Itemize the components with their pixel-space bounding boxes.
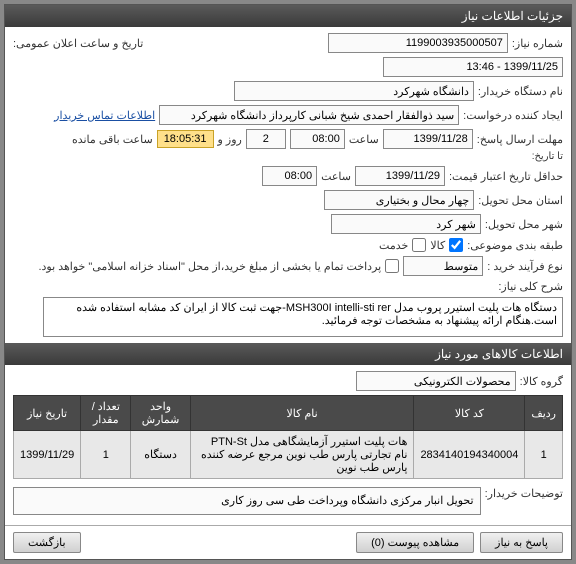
back-button[interactable]: بازگشت xyxy=(13,532,81,553)
footer-bar: پاسخ به نیاز مشاهده پیوست (0) بازگشت xyxy=(5,525,571,559)
days-field[interactable] xyxy=(246,129,286,149)
goods-checkbox[interactable] xyxy=(449,238,463,252)
buyer-org-field[interactable] xyxy=(234,81,474,101)
col-row: ردیف xyxy=(525,396,563,431)
need-no-label: شماره نیاز: xyxy=(512,37,563,50)
time-label-1: ساعت xyxy=(349,133,379,146)
table-row[interactable]: 1 2834140194340004 هات پلیت استیرر آزمای… xyxy=(14,431,563,479)
reply-button[interactable]: پاسخ به نیاز xyxy=(480,532,563,553)
content-area: شماره نیاز: تاریخ و ساعت اعلان عمومی: نا… xyxy=(5,27,571,525)
buy-note: پرداخت تمام یا بخشی از مبلغ خرید،از محل … xyxy=(38,260,381,273)
city-field[interactable] xyxy=(331,214,481,234)
cell-qty: 1 xyxy=(81,431,131,479)
budget-label: طبقه بندی موضوعی: xyxy=(467,239,563,252)
service-label: خدمت xyxy=(379,239,408,252)
desc-textarea[interactable] xyxy=(43,297,563,337)
window-titlebar: جزئیات اطلاعات نیاز xyxy=(5,5,571,27)
buy-note-checkbox[interactable] xyxy=(385,259,399,273)
cell-code: 2834140194340004 xyxy=(414,431,525,479)
service-checkbox[interactable] xyxy=(412,238,426,252)
desc-label: شرح کلی نیاز: xyxy=(498,280,563,293)
creator-label: ایجاد کننده درخواست: xyxy=(463,109,563,122)
cell-name: هات پلیت استیرر آزمایشگاهی مدل PTN-St نا… xyxy=(190,431,414,479)
cell-row: 1 xyxy=(525,431,563,479)
creator-field[interactable] xyxy=(159,105,459,125)
attachments-button[interactable]: مشاهده پیوست (0) xyxy=(356,532,474,553)
buy-type-label: نوع فرآیند خرید : xyxy=(487,260,563,273)
cell-unit: دستگاه xyxy=(131,431,190,479)
items-table: ردیف کد کالا نام کالا واحد شمارش تعداد /… xyxy=(13,395,563,479)
province-label: استان محل تحویل: xyxy=(478,194,563,207)
announce-field[interactable] xyxy=(383,57,563,77)
announce-label: تاریخ و ساعت اعلان عمومی: xyxy=(13,37,143,50)
city-label: شهر محل تحویل: xyxy=(485,218,563,231)
deadline-time-field[interactable] xyxy=(290,129,345,149)
col-qty: تعداد / مقدار xyxy=(81,396,131,431)
deadline-label: مهلت ارسال پاسخ: xyxy=(477,133,563,146)
min-valid-date-field[interactable] xyxy=(355,166,445,186)
dialog-window: جزئیات اطلاعات نیاز شماره نیاز: تاریخ و … xyxy=(4,4,572,560)
min-valid-label: حداقل تاریخ اعتبار قیمت: xyxy=(449,170,563,183)
need-no-field[interactable] xyxy=(328,33,508,53)
col-date: تاریخ نیاز xyxy=(14,396,81,431)
col-name: نام کالا xyxy=(190,396,414,431)
col-unit: واحد شمارش xyxy=(131,396,190,431)
province-field[interactable] xyxy=(324,190,474,210)
window-title: جزئیات اطلاعات نیاز xyxy=(462,9,563,23)
deadline-date-field[interactable] xyxy=(383,129,473,149)
countdown-badge: 18:05:31 xyxy=(157,130,214,148)
buyer-notes-label: توضیحات خریدار: xyxy=(485,487,563,500)
time-label-2: ساعت xyxy=(321,170,351,183)
group-label: گروه کالا: xyxy=(520,375,563,388)
table-header-row: ردیف کد کالا نام کالا واحد شمارش تعداد /… xyxy=(14,396,563,431)
contact-link[interactable]: اطلاعات تماس خریدار xyxy=(54,109,155,122)
col-code: کد کالا xyxy=(414,396,525,431)
group-field[interactable] xyxy=(356,371,516,391)
buyer-org-label: نام دستگاه خریدار: xyxy=(478,85,563,98)
goods-label: کالا xyxy=(430,239,445,252)
cell-date: 1399/11/29 xyxy=(14,431,81,479)
min-valid-time-field[interactable] xyxy=(262,166,317,186)
deadline-sub-label: تا تاریخ: xyxy=(532,151,563,162)
remain-label: ساعت باقی مانده xyxy=(72,133,153,146)
buy-type-field[interactable] xyxy=(403,256,483,276)
items-section-header: اطلاعات کالاهای مورد نیاز xyxy=(5,343,571,365)
buyer-notes-box: تحویل انبار مرکزی دانشگاه وپرداخت طی سی … xyxy=(13,487,481,515)
days-label: روز و xyxy=(218,133,242,146)
